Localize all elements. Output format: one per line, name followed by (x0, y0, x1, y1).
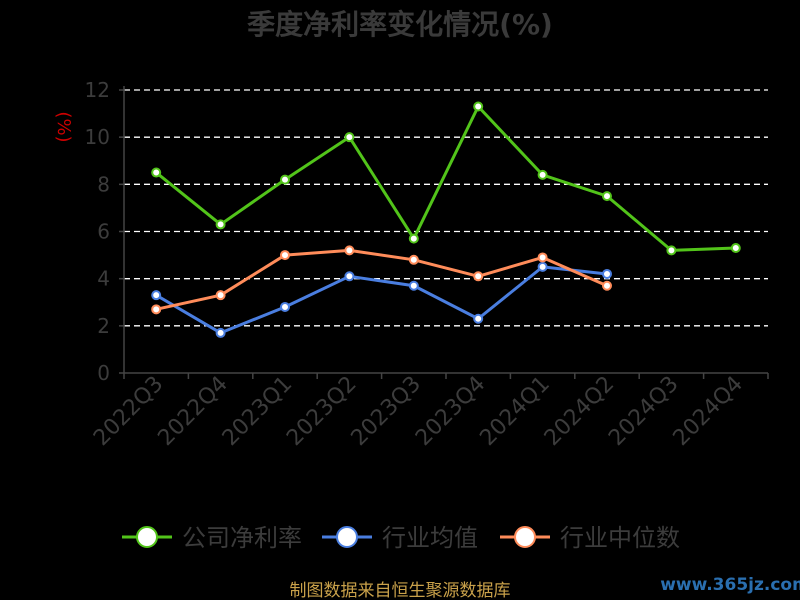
data-point[interactable] (344, 245, 355, 256)
data-point[interactable] (602, 191, 612, 202)
data-point[interactable] (215, 290, 226, 301)
x-tick-label: 2024Q2 (540, 372, 619, 451)
series-line (155, 265, 608, 335)
data-point[interactable] (730, 243, 741, 254)
legend-item[interactable]: 公司净利率 (122, 524, 302, 552)
data-point[interactable] (344, 132, 355, 143)
y-tick-label: 4 (97, 267, 110, 291)
x-tick-label: 2024Q4 (669, 372, 748, 451)
data-point[interactable] (151, 304, 162, 315)
series-2 (151, 261, 612, 338)
source-note: 制图数据来自恒生聚源数据库 (290, 581, 511, 600)
data-point[interactable] (215, 219, 226, 230)
legend-item[interactable]: 行业均值 (322, 524, 478, 552)
x-tick-label: 2023Q1 (218, 372, 297, 451)
legend-marker (336, 526, 358, 548)
series-1 (151, 101, 741, 256)
watermark: www.365jz.com (660, 575, 800, 595)
x-tick-label: 2024Q3 (604, 372, 683, 451)
y-tick-label: 6 (97, 220, 110, 244)
x-tick-label: 2022Q4 (153, 372, 232, 451)
data-point[interactable] (537, 169, 548, 180)
data-point[interactable] (602, 280, 612, 291)
legend-label: 公司净利率 (182, 524, 302, 552)
series-line (155, 248, 608, 311)
legend-label: 行业中位数 (560, 524, 680, 552)
x-tick-label: 2023Q3 (347, 372, 426, 451)
data-point[interactable] (666, 245, 677, 256)
data-point[interactable] (151, 167, 162, 178)
grid-lines (124, 89, 768, 327)
chart-title: 季度净利率变化情况(%) (247, 8, 553, 41)
data-point[interactable] (408, 280, 419, 291)
data-point[interactable] (473, 101, 484, 112)
data-point[interactable] (602, 268, 612, 279)
series-layer (151, 101, 741, 338)
legend-item[interactable]: 行业中位数 (500, 524, 680, 552)
data-point[interactable] (280, 301, 290, 312)
data-point[interactable] (537, 252, 548, 263)
data-point[interactable] (473, 313, 484, 324)
series-3 (151, 245, 612, 315)
data-point[interactable] (151, 290, 162, 301)
y-tick-label: 2 (97, 314, 110, 338)
data-point[interactable] (408, 254, 419, 265)
y-axis-unit: (%) (53, 111, 74, 142)
data-point[interactable] (344, 271, 355, 282)
legend-marker (514, 526, 536, 548)
series-line (155, 105, 736, 252)
data-point[interactable] (473, 271, 484, 282)
y-tick-label: 10 (85, 125, 110, 149)
y-tick-label: 0 (97, 361, 110, 385)
legend[interactable]: 公司净利率 行业均值 行业中位数 (122, 524, 680, 552)
legend-label: 行业均值 (382, 524, 478, 552)
x-tick-label: 2023Q2 (282, 372, 361, 451)
y-tick-label: 12 (85, 78, 110, 102)
legend-marker (136, 526, 158, 548)
x-tick-label: 2023Q4 (411, 372, 490, 451)
data-point[interactable] (537, 261, 548, 272)
data-point[interactable] (215, 327, 226, 338)
data-point[interactable] (408, 233, 419, 244)
data-point[interactable] (280, 174, 290, 185)
y-tick-label: 8 (97, 172, 110, 196)
x-tick-label: 2024Q1 (475, 372, 554, 451)
data-point[interactable] (280, 250, 290, 261)
